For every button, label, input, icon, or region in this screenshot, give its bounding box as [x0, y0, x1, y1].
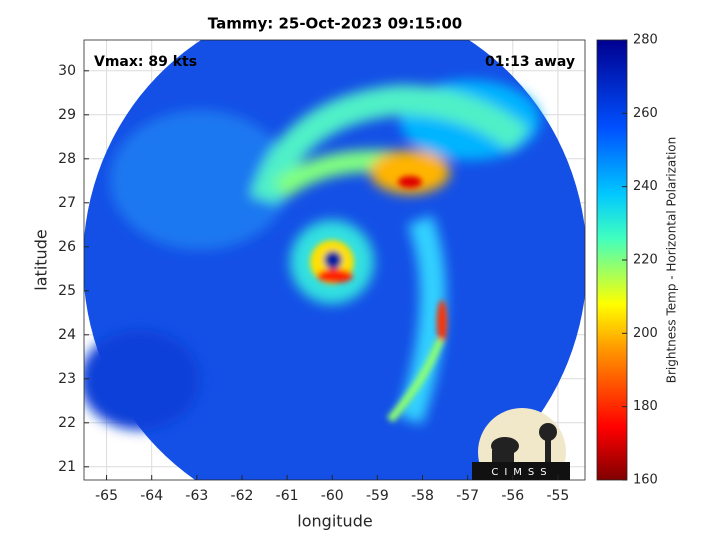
y-tick-label: 21 — [58, 459, 76, 475]
y-tick-label: 24 — [58, 327, 76, 343]
x-tick-label: -60 — [321, 488, 344, 504]
logo: CIMSS — [472, 408, 570, 480]
y-tick-label: 22 — [58, 415, 76, 431]
colorbar-tick-label: 200 — [633, 326, 658, 341]
colorbar-label: Brightness Temp - Horizontal Polarizatio… — [665, 137, 679, 384]
y-tick-label: 28 — [58, 151, 76, 167]
swath-image — [84, 40, 585, 480]
x-tick-label: -64 — [140, 488, 163, 504]
x-axis-label: longitude — [297, 512, 372, 531]
annotation: Vmax: 89 kts — [94, 54, 197, 70]
x-tick-label: -57 — [456, 488, 479, 504]
colorbar-tick-label: 240 — [633, 179, 658, 194]
y-tick-label: 30 — [58, 63, 76, 79]
y-tick-label: 29 — [58, 107, 76, 123]
y-tick-label: 27 — [58, 195, 76, 211]
logo-text: CIMSS — [491, 467, 552, 478]
y-tick-label: 23 — [58, 371, 76, 387]
y-axis-label: latitude — [32, 229, 51, 290]
colorbar-tick-label: 160 — [633, 473, 658, 488]
x-tick-label: -55 — [546, 488, 569, 504]
x-tick-label: -62 — [231, 488, 254, 504]
x-tick-label: -61 — [276, 488, 299, 504]
x-tick-label: -59 — [366, 488, 389, 504]
colorbar-tick-label: 260 — [633, 106, 658, 121]
colorbar-tick-label: 180 — [633, 399, 658, 414]
x-tick-label: -65 — [95, 488, 118, 504]
colorbar-tick-label: 280 — [633, 33, 658, 48]
chart-title: Tammy: 25-Oct-2023 09:15:00 — [208, 15, 462, 33]
colorbar-tick-label: 220 — [633, 253, 658, 268]
y-tick-label: 25 — [58, 283, 76, 299]
x-tick-label: -56 — [501, 488, 524, 504]
x-tick-label: -58 — [411, 488, 434, 504]
x-tick-label: -63 — [185, 488, 208, 504]
annotation: 01:13 away — [485, 54, 575, 70]
plot-frame — [83, 39, 586, 481]
y-tick-label: 26 — [58, 239, 76, 255]
